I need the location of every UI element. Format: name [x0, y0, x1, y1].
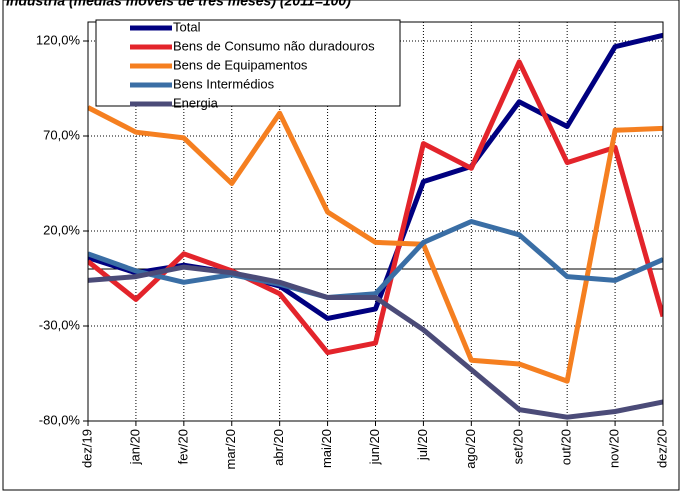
- y-tick-label: 20,0%: [43, 222, 80, 237]
- series-line: [88, 264, 663, 420]
- series-line: [88, 105, 663, 384]
- y-tick-label: 70,0%: [43, 127, 80, 142]
- x-tick-label: jul/20: [415, 429, 430, 461]
- x-tick-label: jun/20: [367, 429, 382, 465]
- series-group: [88, 32, 663, 420]
- legend-box: [95, 19, 401, 107]
- x-tick-label: dez/20: [654, 429, 669, 468]
- x-tick-label: mai/20: [319, 429, 334, 468]
- legend-label: Bens Intermédios: [173, 76, 275, 91]
- y-tick-label: -30,0%: [39, 317, 81, 332]
- chart-title: Indústria (médias móveis de três meses) …: [6, 0, 351, 9]
- legend-label: Energia: [173, 95, 219, 110]
- x-tick-label: set/20: [511, 429, 526, 464]
- legend-label: Bens de Equipamentos: [173, 57, 308, 72]
- y-tick-label: -80,0%: [39, 412, 81, 427]
- x-tick-label: jan/20: [127, 429, 142, 465]
- x-tick-label: out/20: [559, 429, 574, 465]
- x-tick-label: dez/19: [79, 429, 94, 468]
- x-tick-label: ago/20: [463, 429, 478, 469]
- series-line: [88, 59, 663, 356]
- legend-label: Total: [173, 19, 201, 34]
- x-tick-label: nov/20: [607, 429, 622, 468]
- x-tick-label: mar/20: [223, 429, 238, 469]
- y-tick-label: 120,0%: [36, 32, 81, 47]
- series-line: [88, 219, 663, 300]
- x-tick-label: abr/20: [271, 429, 286, 466]
- legend-label: Bens de Consumo não duradouros: [173, 38, 375, 53]
- x-tick-label: fev/20: [175, 429, 190, 464]
